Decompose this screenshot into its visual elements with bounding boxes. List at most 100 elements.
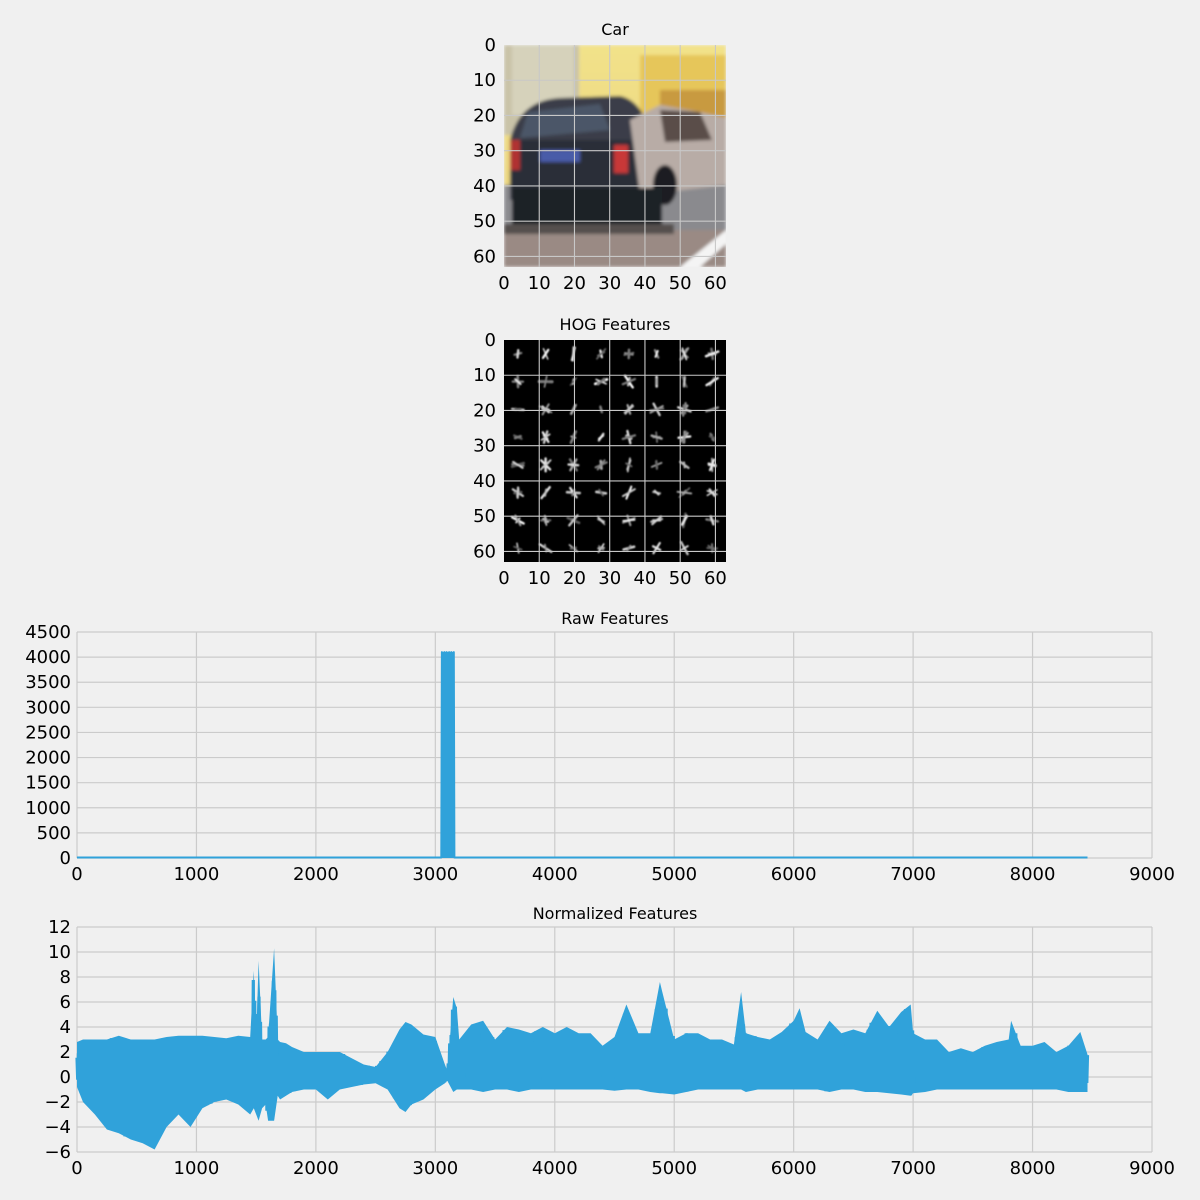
hog-cell-stroke <box>650 434 663 440</box>
hog-cell-stroke <box>707 462 717 468</box>
raw-ytick: 4500 <box>25 622 71 643</box>
norm-xtick: 6000 <box>771 1158 817 1179</box>
norm-ytick: −2 <box>44 1092 71 1113</box>
hog-cell-stroke <box>708 435 716 440</box>
hog-cell-stroke <box>621 488 636 498</box>
hog-cell-stroke <box>621 377 637 386</box>
norm-ytick: −4 <box>44 1117 71 1138</box>
raw-ytick: 2500 <box>25 722 71 743</box>
hog-cell-stroke <box>538 405 553 414</box>
car-xtick: 30 <box>598 273 621 294</box>
raw-xtick: 8000 <box>1010 864 1056 885</box>
hog-ytick: 0 <box>485 330 496 351</box>
norm-xtick: 8000 <box>1010 1158 1056 1179</box>
hog-xtick: 40 <box>633 568 656 589</box>
hog-cell-stroke <box>542 430 549 444</box>
hog-cell-stroke <box>653 489 660 496</box>
hog-ytick: 50 <box>473 506 496 527</box>
raw-ytick: 1000 <box>25 798 71 819</box>
raw-ytick: 500 <box>37 823 71 844</box>
norm-ytick: 6 <box>60 992 71 1013</box>
hog-cell-stroke <box>596 379 606 385</box>
hog-cell-stroke <box>513 434 522 440</box>
hog-cell-stroke <box>626 544 632 552</box>
hog-cell-stroke <box>679 432 689 443</box>
car-title: Car <box>601 20 629 39</box>
car-ytick: 0 <box>485 35 496 56</box>
norm-ytick: 2 <box>60 1042 71 1063</box>
car-xtick: 0 <box>498 273 509 294</box>
hog-cell-stroke <box>654 349 659 358</box>
hog-cell-stroke <box>655 459 659 470</box>
hog-cell-stroke <box>709 515 715 526</box>
hog-cell-stroke <box>516 349 520 359</box>
raw-features-spike <box>441 652 455 858</box>
hog-xtick: 20 <box>563 568 586 589</box>
car-xtick: 50 <box>669 273 692 294</box>
norm-ytick: 4 <box>60 1017 71 1038</box>
car-xtick: 40 <box>633 273 656 294</box>
hog-cell-stroke <box>682 404 687 415</box>
raw-xtick: 2000 <box>293 864 339 885</box>
raw-xtick: 0 <box>71 864 82 885</box>
hog-xtick: 50 <box>669 568 692 589</box>
hog-cell-stroke <box>597 516 605 524</box>
car-xtick: 60 <box>704 273 727 294</box>
hog-xtick: 60 <box>704 568 727 589</box>
norm-title: Normalized Features <box>533 904 698 923</box>
hog-cell-stroke <box>569 546 577 550</box>
hog-ytick: 20 <box>473 400 496 421</box>
hog-cell-stroke <box>624 404 634 415</box>
hog-cell-stroke <box>544 543 548 553</box>
raw-features-line <box>77 651 1088 859</box>
hog-cell-stroke <box>625 462 633 468</box>
raw-xtick: 3000 <box>412 864 458 885</box>
norm-ytick: 10 <box>48 942 71 963</box>
hog-xtick: 10 <box>528 568 551 589</box>
raw-xtick: 9000 <box>1129 864 1175 885</box>
norm-ytick: 12 <box>48 917 71 938</box>
norm-xtick: 7000 <box>890 1158 936 1179</box>
hog-ytick: 40 <box>473 471 496 492</box>
hog-cell-stroke <box>599 405 604 414</box>
hog-cell-stroke <box>513 545 523 551</box>
hog-cell-stroke <box>597 546 606 550</box>
raw-features-panel: Raw Features 0 1000 2000 3000 4000 5000 6000 70… <box>25 609 1175 885</box>
raw-title: Raw Features <box>561 609 669 628</box>
hog-cell-stroke <box>708 488 716 497</box>
hog-cell-stroke <box>623 351 635 356</box>
car-image <box>504 45 726 267</box>
norm-ytick: 0 <box>60 1067 71 1088</box>
raw-xtick: 6000 <box>771 864 817 885</box>
norm-xtick: 5000 <box>651 1158 697 1179</box>
car-ytick: 20 <box>473 105 496 126</box>
hog-cell-stroke <box>625 435 633 439</box>
hog-cell-stroke <box>514 408 522 411</box>
normalized-features-line <box>75 979 1090 1147</box>
car-ytick: 40 <box>473 176 496 197</box>
car-xtick: 20 <box>563 273 586 294</box>
norm-xtick: 0 <box>71 1158 82 1179</box>
hog-cell-stroke <box>539 459 552 471</box>
norm-xtick: 2000 <box>293 1158 339 1179</box>
hog-cell-stroke <box>567 463 580 467</box>
hog-cell-stroke <box>542 349 550 359</box>
raw-ytick: 3000 <box>25 697 71 718</box>
normalized-features-panel: Normalized Features 0 1000 2000 3000 4000 500… <box>44 904 1174 1179</box>
hog-cell-stroke <box>595 348 607 360</box>
norm-xtick: 1000 <box>174 1158 220 1179</box>
hog-cell-stroke <box>514 378 522 386</box>
norm-ytick: 8 <box>60 967 71 988</box>
raw-ytick: 1500 <box>25 773 71 794</box>
car-xtick: 10 <box>528 273 551 294</box>
car-ytick: 30 <box>473 141 496 162</box>
hog-cell-stroke <box>622 519 636 522</box>
car-panel: Car <box>473 20 727 294</box>
car-ytick: 10 <box>473 70 496 91</box>
hog-xtick: 0 <box>498 568 509 589</box>
hog-cell-stroke <box>596 459 606 471</box>
hog-xtick: 30 <box>598 568 621 589</box>
